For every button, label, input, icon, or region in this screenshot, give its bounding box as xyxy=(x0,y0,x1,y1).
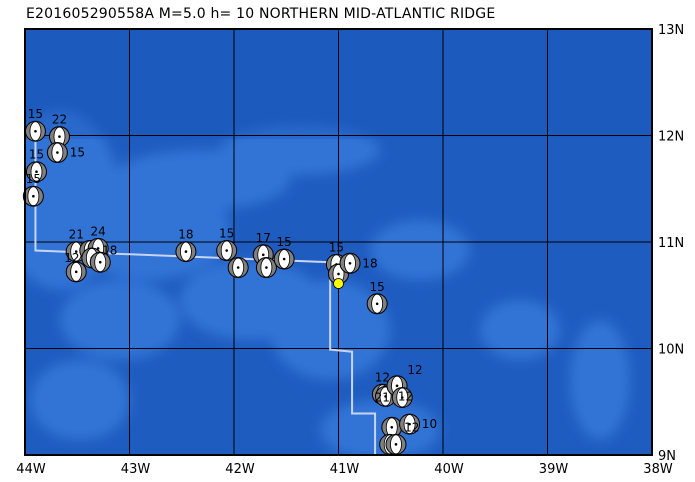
focal-mechanism xyxy=(399,413,421,435)
focal-mechanism xyxy=(339,252,361,274)
x-tick-label: 43W xyxy=(121,462,151,477)
y-tick-label: 9N xyxy=(658,449,676,464)
focal-mechanism xyxy=(24,120,46,142)
beachball-p-axis xyxy=(236,266,240,269)
y-tick-label: 11N xyxy=(658,236,684,251)
x-tick-label: 42W xyxy=(225,462,255,477)
bathymetry-shallow xyxy=(60,280,180,360)
grid-lines xyxy=(25,29,652,455)
depth-label: 12 xyxy=(398,389,413,403)
beachball-p-axis xyxy=(35,170,38,174)
depth-label: 17 xyxy=(256,231,271,245)
bathymetry-shallow xyxy=(570,320,630,440)
beachball-p-axis xyxy=(56,151,59,154)
focal-mechanism xyxy=(22,185,44,207)
beachball-p-axis xyxy=(408,422,411,426)
beachball-p-axis xyxy=(34,129,37,133)
x-tick-label: 44W xyxy=(16,462,46,477)
focal-mechanism xyxy=(216,240,238,262)
focal-mechanism xyxy=(255,257,277,279)
beachball-p-axis xyxy=(282,257,286,261)
beachball-p-axis xyxy=(394,443,398,446)
focal-mechanism xyxy=(65,261,87,283)
x-tick-label: 38W xyxy=(643,462,673,477)
focal-mechanism xyxy=(175,241,197,263)
focal-mechanism xyxy=(46,142,68,164)
bathymetry-shallow xyxy=(30,360,130,440)
focal-mechanism xyxy=(48,126,70,148)
focal-mechanisms xyxy=(22,120,421,455)
x-tick-label: 40W xyxy=(434,462,464,477)
depth-label: 15 xyxy=(26,172,41,186)
beachball-p-axis xyxy=(32,194,35,198)
map-frame xyxy=(24,28,653,456)
depth-label: 18 xyxy=(178,228,193,242)
depth-label: 15 xyxy=(277,235,292,249)
x-tick-label: 41W xyxy=(330,462,360,477)
focal-mechanism xyxy=(25,161,47,183)
depth-label: 15 xyxy=(70,146,85,160)
y-tick-label: 13N xyxy=(658,23,684,38)
focal-mechanism xyxy=(65,241,87,263)
depth-label: 12 xyxy=(404,420,419,434)
x-tick-label: 39W xyxy=(539,462,569,477)
depth-labels: 15 22 15 15 15 21 18 24 12 18 15 17 15 15 18 15 12 12 12 21… xyxy=(26,107,437,434)
beachball-p-axis xyxy=(96,247,100,250)
bathymetry-shallow xyxy=(480,300,560,360)
depth-label: 22 xyxy=(52,113,67,127)
focal-mechanism xyxy=(366,293,388,315)
depth-label: 21 xyxy=(375,390,390,404)
depth-label: 21 xyxy=(69,228,84,242)
beachball-p-axis xyxy=(74,270,78,274)
focal-mechanism xyxy=(89,251,111,273)
focal-mechanism xyxy=(227,257,249,279)
depth-label: 15 xyxy=(370,280,385,294)
beachball-p-axis xyxy=(375,302,379,306)
beachball-p-axis xyxy=(74,250,78,253)
beachball-p-axis xyxy=(184,250,188,253)
y-tick-label: 12N xyxy=(658,130,684,145)
depth-label: 15 xyxy=(329,240,344,254)
frame-border xyxy=(24,28,653,456)
depth-label: 15 xyxy=(28,107,43,121)
bathymetry-shallow xyxy=(370,220,470,280)
beachball-p-axis xyxy=(384,395,387,398)
beachball-p-axis xyxy=(337,272,340,276)
beachball-p-axis xyxy=(400,396,404,399)
depth-label: 12 xyxy=(375,370,390,384)
beachball-p-axis xyxy=(225,249,228,252)
bathymetry-shallow xyxy=(220,125,380,175)
focal-mechanism xyxy=(273,248,295,270)
depth-label: 12 xyxy=(407,363,422,377)
beachball-p-axis xyxy=(395,384,399,388)
beachball-p-axis xyxy=(98,260,102,264)
focal-mechanism xyxy=(385,433,407,455)
epicenter-marker xyxy=(333,278,344,289)
beachball-p-axis xyxy=(390,426,394,429)
focal-mechanism xyxy=(391,386,413,408)
depth-label: 10 xyxy=(422,417,437,431)
beachball-p-axis xyxy=(348,262,352,265)
beachball-p-axis xyxy=(58,135,61,138)
depth-label: 12 xyxy=(64,251,79,265)
map-title: E201605290558A M=5.0 h= 10 NORTHERN MID-… xyxy=(26,6,496,22)
depth-label: 18 xyxy=(102,244,117,258)
y-tick-label: 10N xyxy=(658,343,684,358)
depth-label: 15 xyxy=(219,227,234,241)
depth-label: 24 xyxy=(91,224,106,238)
depth-label: 18 xyxy=(362,256,377,270)
beachball-p-axis xyxy=(265,266,268,269)
beachball-p-axis xyxy=(261,253,265,257)
depth-label: 15 xyxy=(29,148,44,162)
